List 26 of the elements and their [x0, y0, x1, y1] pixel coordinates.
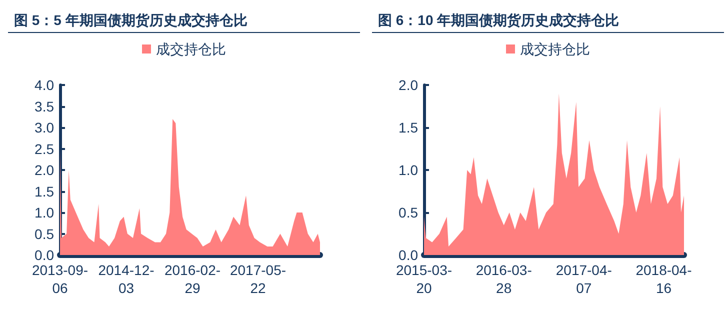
x-tick-label: 2016-03- 28 [476, 262, 532, 296]
legend-label: 成交持仓比 [156, 41, 226, 57]
y-tick-label: 1.0 [34, 204, 54, 220]
x-tick-label: 2015-03- 20 [396, 262, 452, 296]
y-tick-label: 0.0 [34, 247, 54, 263]
y-tick-label: 0.5 [34, 226, 54, 242]
chart-title: 图 5：5 年期国债期货历史成交持仓比 [8, 8, 360, 33]
x-tick-label: 2016-02- 29 [164, 262, 221, 296]
y-tick-label: 1.5 [398, 120, 418, 136]
x-tick-label: 2014-12- 03 [98, 262, 155, 296]
x-tick-label: 2013-09- 06 [32, 262, 88, 296]
y-tick-label: 0.0 [398, 247, 418, 263]
x-tick-label: 2017-05- 22 [230, 262, 286, 296]
y-tick-label: 1.5 [34, 183, 54, 200]
y-tick-label: 0.5 [398, 204, 418, 220]
y-tick-label: 1.0 [398, 162, 418, 178]
y-tick-label: 2.5 [34, 140, 54, 157]
x-tick-label: 2017-04- 07 [556, 262, 612, 296]
y-tick-label: 3.0 [34, 120, 54, 136]
y-tick-label: 3.5 [34, 98, 54, 114]
y-tick-label: 4.0 [34, 77, 54, 93]
x-tick-label: 2018-04- 16 [636, 262, 692, 296]
chart-title: 图 6：10 年期国债期货历史成交持仓比 [372, 8, 724, 33]
y-tick-label: 2.0 [398, 77, 418, 93]
y-tick-label: 2.0 [34, 162, 54, 178]
legend-label: 成交持仓比 [520, 41, 590, 57]
